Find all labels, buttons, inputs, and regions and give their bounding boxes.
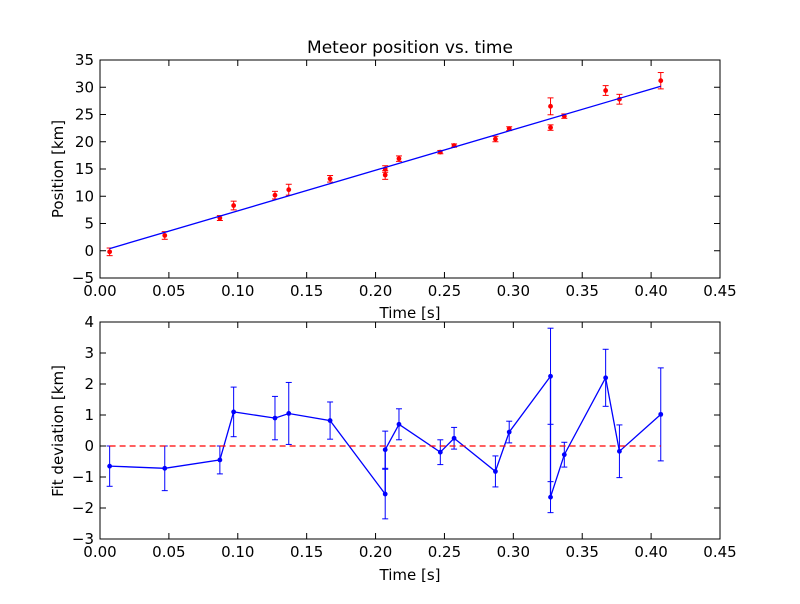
data-point	[437, 449, 443, 455]
y-tick-label: 1	[84, 406, 94, 424]
data-point	[107, 249, 113, 255]
data-point	[548, 494, 553, 500]
x-tick-label: 0.25	[428, 282, 461, 300]
data-point	[231, 409, 237, 415]
data-point	[451, 435, 457, 441]
data-point	[382, 491, 388, 497]
x-tick-label: 0.15	[290, 282, 323, 300]
data-point	[162, 465, 168, 471]
data-point	[548, 125, 553, 130]
y-tick-label: 3	[84, 344, 94, 362]
deviation-chart-frame	[99, 321, 721, 540]
data-point	[327, 176, 333, 182]
data-point	[272, 192, 278, 198]
y-tick-label: 2	[84, 375, 94, 393]
data-point	[162, 233, 168, 238]
y-tick-label: 30	[75, 78, 94, 96]
deviation-chart-xlabel: Time [s]	[379, 566, 441, 584]
position-chart-xlabel: Time [s]	[379, 304, 441, 322]
y-tick-label: 35	[75, 51, 94, 69]
data-point	[217, 457, 223, 463]
data-point	[493, 469, 498, 474]
x-tick-label: 0.00	[83, 543, 116, 561]
x-tick-label: 0.40	[634, 543, 667, 561]
x-tick-label: 0.10	[221, 543, 254, 561]
data-point	[658, 78, 664, 84]
data-point	[231, 203, 237, 208]
x-tick-label: 0.05	[152, 543, 185, 561]
position-chart-series-1	[109, 85, 661, 250]
position-chart-title: Meteor position vs. time	[307, 38, 513, 58]
data-point	[396, 421, 402, 427]
x-tick-label: 0.35	[566, 282, 599, 300]
deviation-chart-ylabel: Fit deviation [km]	[49, 365, 67, 497]
position-chart-ylabel: Position [km]	[49, 120, 67, 218]
data-point	[286, 411, 292, 416]
fit-line	[109, 85, 661, 250]
x-tick-label: 0.15	[290, 543, 323, 561]
y-tick-label: −1	[72, 468, 94, 486]
y-tick-label: 10	[75, 187, 94, 205]
x-tick-label: 0.20	[359, 543, 392, 561]
x-tick-label: 0.00	[83, 282, 116, 300]
data-point	[107, 463, 113, 469]
data-point	[382, 447, 388, 453]
x-tick-label: 0.20	[359, 282, 392, 300]
data-point	[617, 448, 622, 454]
data-point	[382, 172, 388, 178]
data-point	[561, 452, 567, 458]
data-point	[658, 411, 664, 417]
y-tick-label: 4	[84, 313, 94, 331]
data-point	[603, 88, 609, 93]
data-point	[506, 429, 512, 435]
x-tick-label: 0.25	[428, 543, 461, 561]
y-tick-label: 0	[84, 242, 94, 260]
data-point	[286, 187, 292, 193]
data-point	[548, 373, 553, 379]
y-tick-label: −2	[72, 499, 94, 517]
x-tick-label: 0.30	[497, 543, 530, 561]
y-tick-label: 0	[84, 437, 94, 455]
data-point	[327, 418, 333, 423]
data-point	[493, 136, 498, 142]
x-tick-label: 0.30	[497, 282, 530, 300]
deviation-chart-series-0	[106, 327, 664, 520]
x-tick-label: 0.10	[221, 282, 254, 300]
x-tick-label: 0.05	[152, 282, 185, 300]
data-point	[603, 375, 609, 381]
x-tick-label: 0.45	[703, 282, 736, 300]
y-tick-label: 5	[84, 215, 94, 233]
deviation-line	[109, 374, 662, 498]
position-chart: Meteor position vs. time 0.00 0.05 0.10 0.1…	[49, 38, 737, 322]
data-point	[548, 103, 553, 109]
y-tick-label: 20	[75, 133, 94, 151]
x-tick-label: 0.45	[703, 543, 736, 561]
y-tick-label: −3	[72, 530, 94, 548]
data-point	[396, 156, 402, 162]
y-tick-label: −5	[72, 269, 94, 287]
data-point	[272, 415, 278, 421]
y-tick-label: 15	[75, 160, 94, 178]
y-tick-label: 25	[75, 106, 94, 124]
x-tick-label: 0.35	[566, 543, 599, 561]
x-tick-label: 0.40	[634, 282, 667, 300]
deviation-chart: 0.00 0.05 0.10 0.15 0.20 0.25 0.30 0.35 0.40 0.45…	[49, 313, 737, 584]
